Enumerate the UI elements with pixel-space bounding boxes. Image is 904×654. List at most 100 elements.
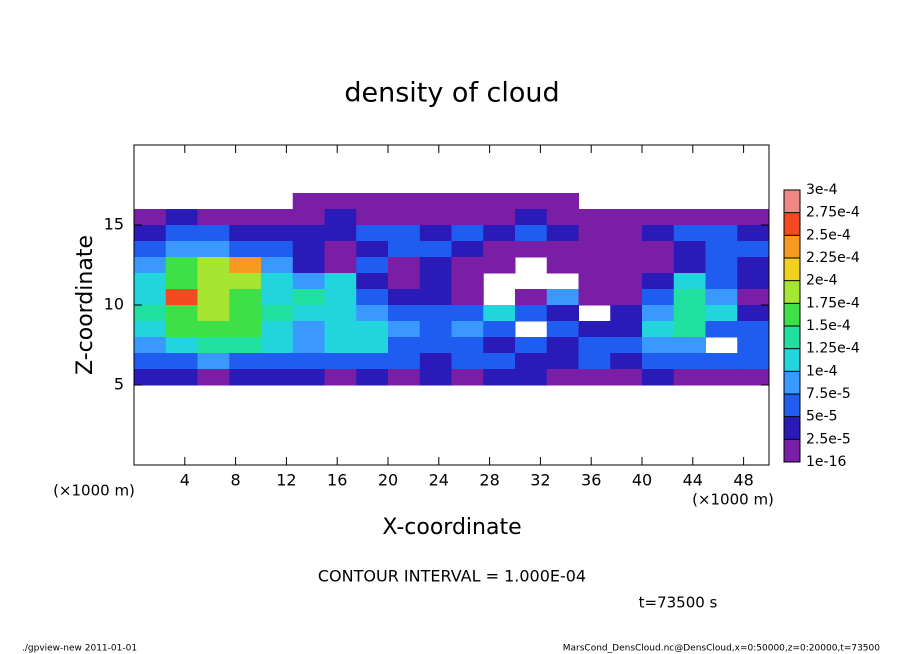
colorbar-label: 2.25e-4 xyxy=(806,250,860,266)
field-cell xyxy=(261,257,294,274)
field-cell xyxy=(292,209,325,226)
field-cell xyxy=(356,241,389,258)
field-cell xyxy=(642,305,675,322)
field-cell xyxy=(165,257,198,274)
field-cell xyxy=(356,273,389,290)
x-axis-unit: (×1000 m) xyxy=(692,491,774,509)
field-cell xyxy=(388,321,421,338)
field-cell xyxy=(261,225,294,242)
field-cell xyxy=(134,241,167,258)
field-cell xyxy=(229,321,262,338)
field-cell xyxy=(197,353,230,370)
field-cell xyxy=(292,273,325,290)
field-cell xyxy=(388,353,421,370)
field-cell xyxy=(451,321,484,338)
field-cell xyxy=(483,241,516,258)
x-tick-label: 44 xyxy=(683,471,703,490)
field-cell xyxy=(229,209,262,226)
field-cell xyxy=(419,305,452,322)
field-cell xyxy=(610,337,643,354)
colorbar-band xyxy=(784,439,800,462)
field-cell xyxy=(737,321,770,338)
colorbar-band xyxy=(784,258,800,281)
field-cell xyxy=(610,209,643,226)
field-cell xyxy=(261,209,294,226)
field-cell xyxy=(705,353,738,370)
field-cell xyxy=(642,273,675,290)
x-tick-label: 20 xyxy=(378,471,398,490)
field-cell xyxy=(451,209,484,226)
field-cell xyxy=(451,225,484,242)
field-cell xyxy=(737,305,770,322)
field-cell xyxy=(578,337,611,354)
field-cell xyxy=(356,321,389,338)
field-cell xyxy=(388,337,421,354)
field-cell xyxy=(356,193,389,210)
field-cell xyxy=(419,353,452,370)
field-cell xyxy=(483,209,516,226)
field-cell xyxy=(673,241,706,258)
field-cell xyxy=(546,305,579,322)
x-tick-label: 36 xyxy=(581,471,601,490)
field-cell xyxy=(705,273,738,290)
field-cell xyxy=(451,305,484,322)
field-cell xyxy=(134,225,167,242)
field-cell xyxy=(610,305,643,322)
field-cell xyxy=(292,353,325,370)
y-tick-label: 5 xyxy=(114,375,124,394)
field-cell xyxy=(324,241,357,258)
field-cell xyxy=(705,369,738,386)
field-cell xyxy=(388,209,421,226)
footer-right: MarsCond_DensCloud.nc@DensCloud,x=0:5000… xyxy=(563,644,880,654)
field-cell xyxy=(388,257,421,274)
field-cell xyxy=(578,289,611,306)
field-cell xyxy=(197,241,230,258)
field-cell xyxy=(388,305,421,322)
field-cell xyxy=(642,321,675,338)
field-cell xyxy=(292,321,325,338)
field-cell xyxy=(292,257,325,274)
x-tick-label: 12 xyxy=(276,471,296,490)
field-cell xyxy=(261,369,294,386)
field-cell xyxy=(578,225,611,242)
field-cell xyxy=(546,193,579,210)
field-cell xyxy=(673,321,706,338)
field-cell xyxy=(483,353,516,370)
field-cell xyxy=(705,321,738,338)
field-cell xyxy=(705,209,738,226)
field-cell xyxy=(737,209,770,226)
colorbar-band xyxy=(784,416,800,440)
field-cell xyxy=(483,369,516,386)
field-cell xyxy=(165,273,198,290)
field xyxy=(134,193,770,386)
field-cell xyxy=(229,353,262,370)
field-cell xyxy=(610,273,643,290)
field-cell xyxy=(324,193,357,210)
field-cell xyxy=(324,257,357,274)
field-cell xyxy=(610,353,643,370)
field-cell xyxy=(515,241,548,258)
colorbar-label: 7.5e-5 xyxy=(806,386,851,402)
field-cell xyxy=(642,209,675,226)
field-cell xyxy=(515,225,548,242)
field-cell xyxy=(515,353,548,370)
field-cell xyxy=(673,353,706,370)
field-cell xyxy=(546,321,579,338)
field-cell xyxy=(229,289,262,306)
field-cell xyxy=(419,225,452,242)
field-cell xyxy=(229,225,262,242)
field-cell xyxy=(578,273,611,290)
field-cell xyxy=(451,369,484,386)
field-cell xyxy=(546,289,579,306)
field-cell xyxy=(134,257,167,274)
colorbar-label: 2.5e-4 xyxy=(806,227,851,243)
field-cell xyxy=(324,337,357,354)
field-cell xyxy=(419,273,452,290)
field-cell xyxy=(165,337,198,354)
field-cell xyxy=(292,305,325,322)
chart-title: density of cloud xyxy=(344,78,559,109)
field-cell xyxy=(388,241,421,258)
field-cell xyxy=(610,321,643,338)
field-cell xyxy=(546,257,579,274)
field-cell xyxy=(165,209,198,226)
